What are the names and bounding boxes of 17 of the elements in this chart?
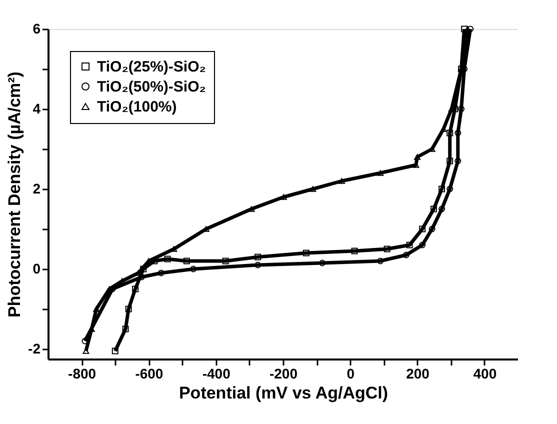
- x-tick-label: 400: [473, 366, 497, 382]
- x-tick-label: -800: [68, 366, 96, 382]
- y-tick-label: 2: [32, 180, 41, 196]
- legend-label: TiO₂(50%)-SiO₂: [97, 78, 206, 96]
- x-tick-label: 0: [346, 366, 355, 382]
- x-tick-label: 200: [406, 366, 430, 382]
- y-tick-label: 6: [32, 20, 41, 36]
- x-tick-label: -200: [269, 366, 298, 382]
- y-tick-label: 4: [32, 100, 41, 116]
- y-axis-title: Photocurrent Density (µA/cm²): [5, 72, 24, 318]
- x-tick-label: -400: [202, 366, 231, 382]
- legend-label: TiO₂(25%)-SiO₂: [97, 58, 206, 76]
- y-tick-label: -2: [28, 340, 41, 356]
- x-tick-label: -600: [135, 366, 164, 382]
- legend-label: TiO₂(100%): [97, 98, 177, 116]
- x-axis-title: Potential (mV vs Ag/AgCl): [178, 384, 388, 402]
- y-tick-label: 0: [32, 260, 41, 276]
